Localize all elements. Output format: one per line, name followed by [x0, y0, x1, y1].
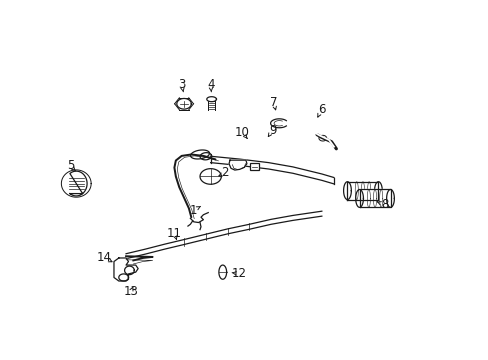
Polygon shape — [200, 168, 221, 184]
Polygon shape — [177, 99, 191, 109]
Text: 7: 7 — [269, 95, 277, 108]
Text: 2: 2 — [221, 166, 228, 179]
Polygon shape — [190, 150, 209, 159]
Polygon shape — [359, 189, 390, 207]
Polygon shape — [270, 119, 286, 128]
Text: 9: 9 — [268, 124, 276, 137]
Polygon shape — [221, 268, 224, 271]
Text: 5: 5 — [67, 159, 74, 172]
Text: 14: 14 — [97, 252, 112, 265]
Polygon shape — [206, 97, 216, 102]
Polygon shape — [124, 266, 134, 275]
Text: 10: 10 — [234, 126, 249, 139]
Text: 11: 11 — [166, 227, 182, 240]
Text: 6: 6 — [318, 103, 325, 116]
Text: 13: 13 — [123, 285, 138, 298]
Polygon shape — [386, 189, 393, 207]
Polygon shape — [355, 189, 363, 207]
Polygon shape — [219, 265, 226, 279]
Polygon shape — [119, 274, 128, 281]
Polygon shape — [200, 153, 211, 160]
Polygon shape — [318, 135, 326, 141]
Text: 4: 4 — [206, 78, 214, 91]
Polygon shape — [343, 182, 350, 199]
Polygon shape — [114, 258, 138, 281]
Text: 1: 1 — [190, 204, 197, 217]
Text: 12: 12 — [232, 267, 246, 280]
Text: 8: 8 — [380, 198, 387, 211]
Polygon shape — [374, 182, 382, 199]
Text: 3: 3 — [178, 78, 185, 91]
Polygon shape — [221, 274, 224, 276]
Polygon shape — [249, 163, 258, 170]
Polygon shape — [70, 171, 87, 196]
Polygon shape — [228, 160, 246, 170]
Polygon shape — [347, 182, 378, 199]
